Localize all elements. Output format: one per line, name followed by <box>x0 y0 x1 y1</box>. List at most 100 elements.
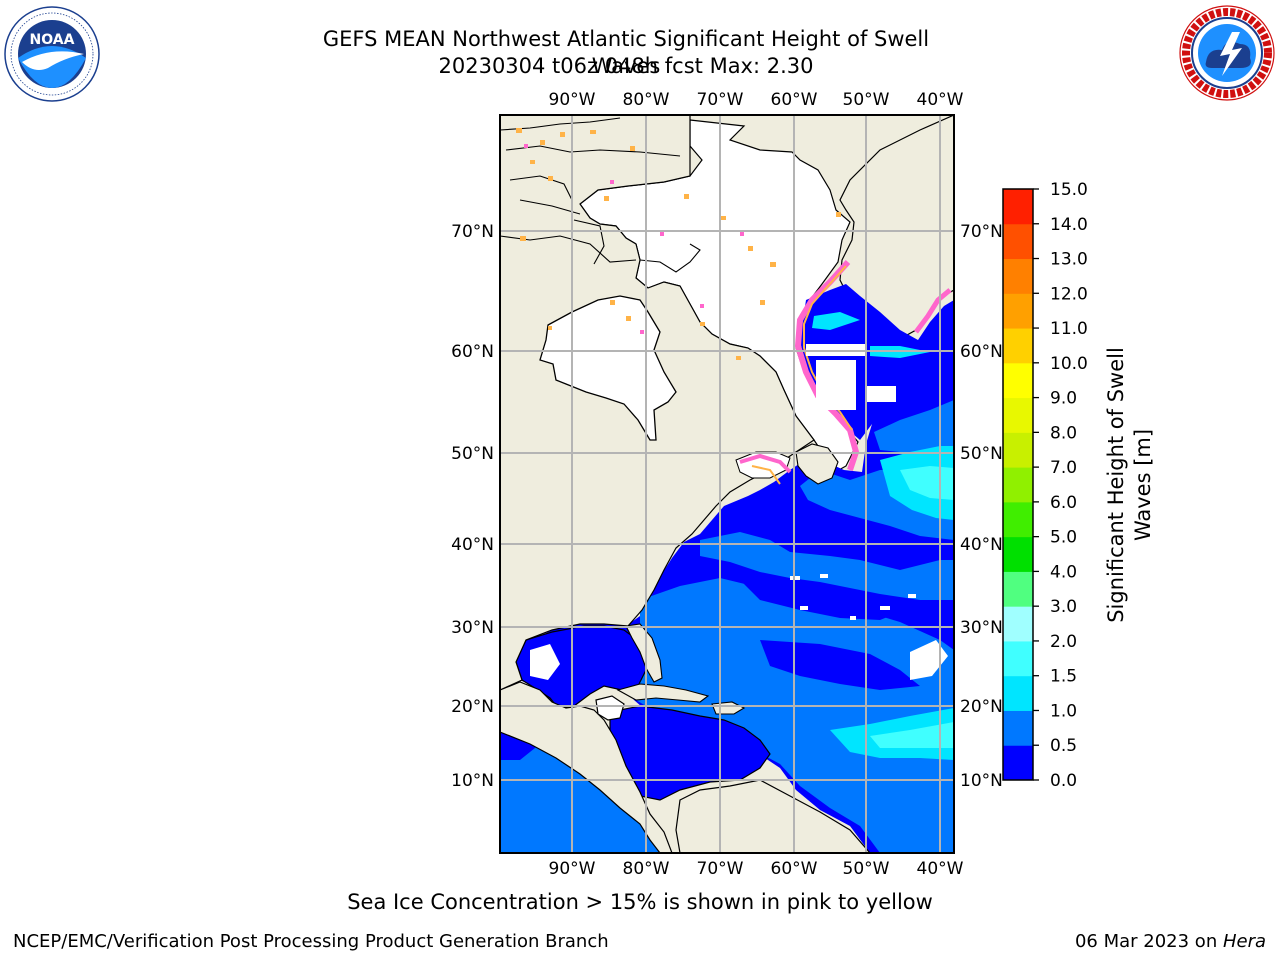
colorbar-tick-label: 7.0 <box>1050 458 1077 478</box>
colorbar-tick-label: 6.0 <box>1050 493 1077 513</box>
colorbar-swatch <box>1003 501 1033 538</box>
colorbar-ticks: 0.0 0.5 1.0 1.5 2.0 3.0 4.0 5.0 6.0 7.0 8.0 9.0 10.0… <box>1033 180 1088 791</box>
lat-label: 70°N <box>960 222 1003 242</box>
colorbar-tick-label: 1.5 <box>1050 667 1077 687</box>
lat-label: 30°N <box>451 618 494 638</box>
colorbar-swatch <box>1003 223 1033 260</box>
lon-label: 40°W <box>917 859 964 879</box>
colorbar-swatch <box>1003 258 1033 294</box>
lon-label: 70°W <box>697 90 744 110</box>
swell-band-high-2 <box>870 722 954 748</box>
lat-label: 30°N <box>960 618 1003 638</box>
yucatan <box>595 695 625 721</box>
sea-ice-arctic-specks <box>516 128 841 360</box>
colorbar-tick-label: 0.5 <box>1050 736 1077 756</box>
lon-label: 90°W <box>549 90 596 110</box>
no-data-patches <box>530 344 948 680</box>
lat-label: 50°N <box>960 444 1003 464</box>
footer-credit: NCEP/EMC/Verification Post Processing Pr… <box>13 931 609 952</box>
swell-core-low-2 <box>740 580 900 620</box>
map-grid <box>500 115 954 853</box>
lat-label: 60°N <box>960 342 1003 362</box>
colorbar-label-line2: Waves [m] <box>1131 429 1155 541</box>
lat-label: 10°N <box>451 771 494 791</box>
colorbar-tick-label: 10.0 <box>1050 354 1088 374</box>
colorbar-tick-label: 5.0 <box>1050 528 1077 548</box>
swell-band-medium-4 <box>874 400 954 452</box>
footer-date-text: 06 Mar 2023 on <box>1074 931 1223 952</box>
colorbar-tick-label: 4.0 <box>1050 562 1077 582</box>
colorbar-tick-label: 12.0 <box>1050 284 1088 304</box>
footer-host: Hera <box>1222 931 1266 952</box>
colorbar-tick-label: 2.0 <box>1050 632 1077 652</box>
colorbar-label-line1: Significant Height of Swell <box>1104 347 1128 623</box>
sea-ice-stlawrence-2 <box>751 465 781 485</box>
lon-label: 40°W <box>917 90 964 110</box>
sea-ice-note: Sea Ice Concentration > 15% is shown in … <box>347 890 933 914</box>
colorbar-swatch <box>1003 675 1033 711</box>
colorbar-swatch <box>1003 189 1033 225</box>
colorbar-tick-label: 8.0 <box>1050 423 1077 443</box>
swell-band-medium <box>626 578 954 853</box>
sea-ice-labrador <box>794 259 860 471</box>
lat-label: 70°N <box>451 222 494 242</box>
colorbar <box>1002 188 1034 781</box>
colorbar-tick-label: 15.0 <box>1050 180 1088 200</box>
map-frame <box>499 114 955 854</box>
colorbar-swatch <box>1003 432 1033 468</box>
sea-ice-pink-specks <box>524 144 744 334</box>
pacific-ocean-low <box>500 730 540 760</box>
lat-label: 20°N <box>451 697 494 717</box>
footer-date: 06 Mar 2023 on Hera <box>1075 931 1266 952</box>
lon-label: 60°W <box>771 859 818 879</box>
lat-label: 40°N <box>451 535 494 555</box>
colorbar-tick-label: 14.0 <box>1050 215 1088 235</box>
lon-label: 70°W <box>697 859 744 879</box>
swell-core-low <box>760 640 920 690</box>
nws-logo <box>1179 5 1275 101</box>
colorbar-tick-label: 9.0 <box>1050 389 1077 409</box>
lat-labels-left: 70°N 60°N 50°N 40°N 30°N 20°N 10°N <box>451 222 494 791</box>
noaa-logo-text: NOAA <box>30 32 75 48</box>
swell-band-high-5 <box>812 312 860 330</box>
colorbar-swatch <box>1003 606 1033 642</box>
colorbar-tick-label: 0.0 <box>1050 771 1077 791</box>
colorbar-swatch <box>1003 710 1033 746</box>
swell-band-medium-2 <box>700 532 954 600</box>
colorbar-tick-label: 11.0 <box>1050 319 1088 339</box>
colorbar-swatch <box>1003 571 1033 607</box>
colorbar-swatch <box>1003 362 1033 399</box>
sea-ice-stlawrence <box>739 453 792 474</box>
colorbar-swatch <box>1003 640 1033 677</box>
lat-label: 50°N <box>451 444 494 464</box>
map-area <box>500 115 954 853</box>
colorbar-swatch <box>1003 745 1033 781</box>
lat-labels-right: 70°N 60°N 50°N 40°N 30°N 20°N 10°N <box>960 222 1003 791</box>
noaa-logo: NOAA <box>4 6 100 102</box>
lon-label: 80°W <box>623 859 670 879</box>
colorbar-tick-label: 13.0 <box>1050 250 1088 270</box>
pacific-ocean <box>500 730 660 853</box>
lon-labels-bottom: 90°W 80°W 70°W 60°W 50°W 40°W <box>549 859 964 879</box>
sea-ice-greenland <box>914 288 952 334</box>
colorbar-tick-label: 1.0 <box>1050 701 1077 721</box>
lon-label: 90°W <box>549 859 596 879</box>
lon-labels-top: 90°W 80°W 70°W 60°W 50°W 40°W <box>549 90 964 110</box>
lat-label: 60°N <box>451 342 494 362</box>
colorbar-swatch <box>1003 328 1033 364</box>
lat-label: 20°N <box>960 697 1003 717</box>
lon-label: 60°W <box>771 90 818 110</box>
colorbar-frame <box>1002 188 1034 781</box>
lon-label: 80°W <box>623 90 670 110</box>
colorbar-swatch <box>1003 293 1033 329</box>
chart-title: GEFS MEAN Northwest Atlantic Significant… <box>322 27 930 78</box>
lat-label: 40°N <box>960 535 1003 555</box>
lon-label: 50°W <box>843 90 890 110</box>
colorbar-swatch <box>1003 536 1033 572</box>
colorbar-swatch <box>1003 467 1033 503</box>
colorbar-tick-label: 3.0 <box>1050 597 1077 617</box>
chart-subtitle: 20230304 t06z 048h fcst Max: 2.30 <box>438 54 814 78</box>
lat-label: 10°N <box>960 771 1003 791</box>
lon-label: 50°W <box>843 859 890 879</box>
